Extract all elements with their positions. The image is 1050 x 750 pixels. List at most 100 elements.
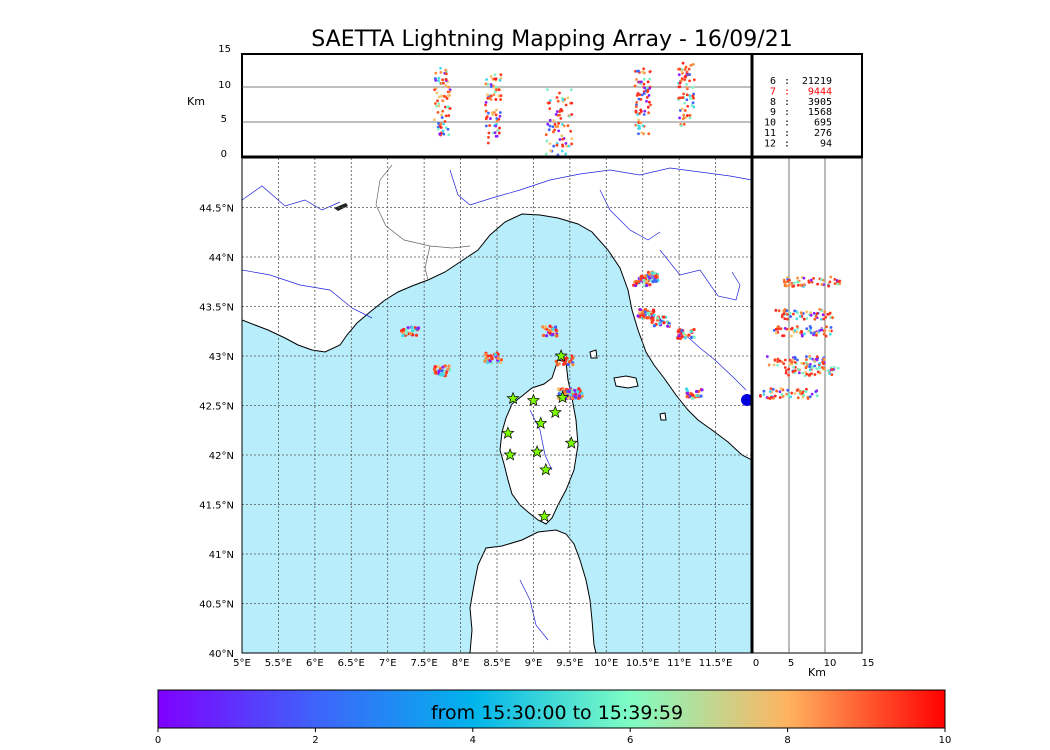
station-star bbox=[548, 405, 562, 419]
altitude-source bbox=[783, 281, 787, 285]
altitude-source bbox=[790, 391, 794, 395]
altitude-source bbox=[556, 125, 560, 128]
altitude-source bbox=[691, 85, 695, 89]
elba-island bbox=[613, 375, 639, 389]
altitude-source bbox=[444, 84, 448, 87]
altitude-source bbox=[433, 88, 436, 92]
stats-separator: : bbox=[784, 138, 790, 149]
altitude-source bbox=[561, 98, 565, 102]
altitude-source bbox=[646, 80, 650, 84]
altitude-source bbox=[637, 124, 641, 128]
altitude-source bbox=[807, 280, 811, 284]
altitude-source bbox=[564, 103, 568, 107]
altitude-source bbox=[796, 327, 800, 330]
altitude-source bbox=[783, 366, 787, 369]
altitude-source bbox=[776, 327, 780, 331]
lightning-source bbox=[561, 387, 565, 391]
altitude-source bbox=[498, 111, 502, 114]
river-line bbox=[679, 329, 747, 391]
side-xtick: 10 bbox=[824, 658, 837, 669]
altitude-source bbox=[492, 111, 496, 114]
altitude-source bbox=[809, 313, 813, 317]
altitude-source bbox=[494, 77, 498, 81]
altitude-source bbox=[553, 122, 557, 126]
altitude-source bbox=[692, 105, 696, 109]
altitude-source bbox=[810, 366, 814, 370]
altitude-source bbox=[566, 96, 570, 100]
river-line bbox=[242, 185, 341, 211]
altitude-source bbox=[549, 149, 552, 153]
altitude-source bbox=[796, 358, 799, 362]
altitude-source bbox=[485, 115, 489, 118]
altitude-source bbox=[635, 100, 639, 104]
altitude-source bbox=[491, 84, 495, 88]
altitude-source bbox=[683, 109, 687, 112]
altitude-source bbox=[805, 310, 809, 314]
altitude-source bbox=[772, 363, 776, 367]
altitude-source bbox=[785, 392, 788, 396]
altitude-source bbox=[551, 130, 555, 134]
lightning-source bbox=[677, 329, 681, 333]
altitude-source bbox=[776, 363, 780, 367]
altitude-source bbox=[804, 358, 808, 361]
lightning-source bbox=[443, 364, 447, 368]
lightning-source bbox=[648, 272, 652, 276]
altitude-source bbox=[648, 77, 652, 81]
altitude-source bbox=[815, 355, 819, 359]
lightning-source bbox=[647, 311, 651, 315]
lightning-source bbox=[580, 394, 584, 398]
lightning-source bbox=[648, 276, 652, 280]
colorbar-tick-label: 8 bbox=[784, 735, 790, 746]
altitude-source bbox=[808, 324, 812, 328]
altitude-source bbox=[551, 125, 555, 129]
altitude-source bbox=[497, 94, 501, 98]
altitude-source bbox=[784, 284, 788, 288]
altitude-source bbox=[439, 70, 443, 74]
lightning-source bbox=[547, 328, 551, 333]
altitude-source bbox=[565, 144, 569, 148]
lon-tick-label: 10.5°E bbox=[626, 658, 660, 669]
altitude-source bbox=[790, 327, 793, 331]
altitude-source bbox=[793, 357, 797, 361]
altitude-source bbox=[447, 85, 451, 89]
altitude-source bbox=[793, 392, 797, 395]
altitude-source bbox=[441, 99, 445, 103]
altitude-source bbox=[836, 282, 840, 286]
lat-tick-label: 44.5°N bbox=[199, 204, 234, 215]
lightning-source bbox=[541, 325, 545, 329]
lightning-source bbox=[654, 275, 658, 279]
altitude-source bbox=[803, 374, 807, 378]
altitude-source bbox=[822, 332, 826, 336]
altitude-source bbox=[442, 122, 446, 126]
lightning-source bbox=[568, 390, 572, 394]
altitude-source bbox=[828, 280, 832, 284]
altitude-source bbox=[642, 82, 646, 86]
altitude-source bbox=[495, 119, 499, 123]
lightning-source bbox=[555, 334, 559, 338]
altitude-source bbox=[562, 124, 566, 128]
altitude-source bbox=[441, 129, 445, 133]
lightning-source bbox=[544, 334, 549, 338]
lightning-source bbox=[485, 361, 490, 365]
side-panel-frame bbox=[751, 157, 863, 654]
altitude-source bbox=[437, 122, 440, 125]
altitude-source bbox=[829, 275, 833, 279]
altitude-source bbox=[793, 369, 797, 372]
lightning-source bbox=[551, 332, 555, 337]
altitude-source bbox=[692, 78, 696, 82]
top-altitude-panel: 15 10 5 0 Km bbox=[187, 44, 753, 160]
altitude-source bbox=[433, 118, 436, 122]
altitude-source bbox=[691, 94, 695, 98]
lightning-source bbox=[563, 392, 567, 396]
colorbar-label: from 15:30:00 to 15:39:59 bbox=[431, 702, 683, 724]
altitude-source bbox=[434, 78, 438, 82]
altitude-source bbox=[564, 152, 568, 156]
altitude-source bbox=[780, 393, 784, 396]
altitude-source bbox=[808, 365, 812, 369]
stats-label: 8 bbox=[770, 97, 776, 108]
lightning-source bbox=[666, 324, 670, 328]
lightning-source bbox=[692, 335, 696, 339]
altitude-source bbox=[690, 103, 694, 107]
altitude-source bbox=[685, 114, 689, 117]
lightning-source bbox=[643, 310, 647, 314]
